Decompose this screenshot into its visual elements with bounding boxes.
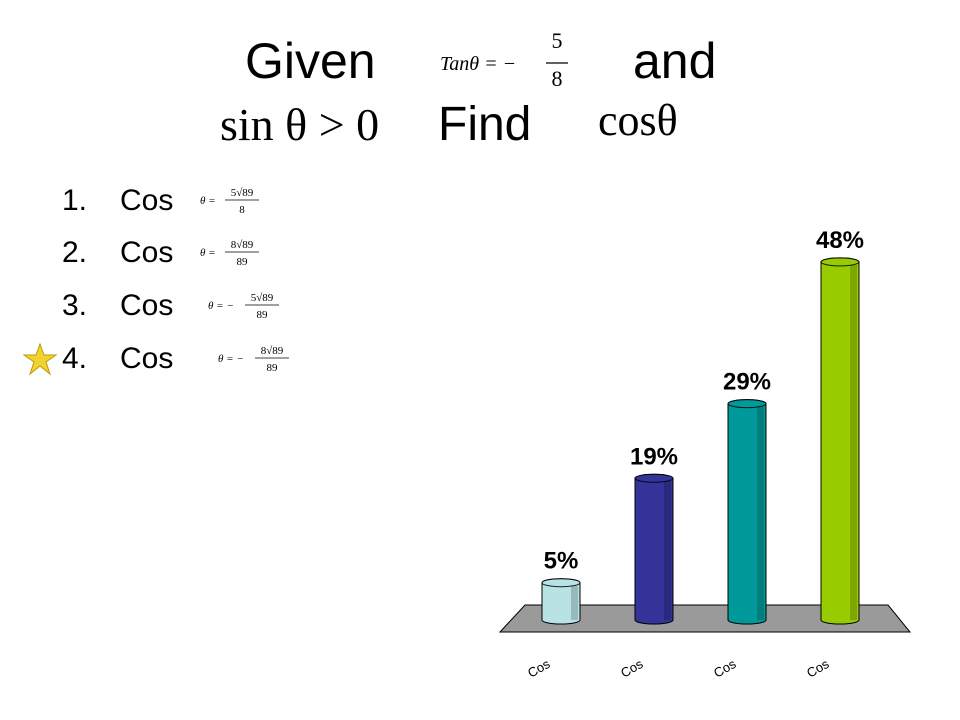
sin-condition: sin θ > 0 [220, 99, 379, 150]
item-number: 3. [62, 289, 87, 322]
bar-shade [571, 585, 578, 620]
bar-top [541, 578, 581, 588]
item-text: Cos [120, 184, 173, 217]
formula-lhs: θ = [200, 195, 216, 207]
formula-lhs: θ = − [208, 300, 234, 312]
value-label: 5% [544, 548, 579, 575]
tan-numerator: 5 [552, 28, 563, 53]
title-find: Find [438, 98, 531, 151]
formula-den: 89 [237, 256, 249, 268]
value-label: 29% [723, 369, 771, 396]
item-text: Cos [120, 236, 173, 269]
bar-top [634, 473, 674, 483]
formula-lhs: θ = [200, 247, 216, 259]
bar-shade [664, 481, 671, 620]
correct-star [22, 342, 58, 376]
bar-top [727, 399, 767, 409]
item-number: 1. [62, 184, 87, 217]
formula-num: 8√89 [231, 239, 254, 251]
item-number: 2. [62, 236, 87, 269]
bar-top [820, 257, 860, 267]
value-label: 19% [630, 443, 678, 470]
value-label: 48% [816, 227, 864, 254]
item-text: Cos [120, 289, 173, 322]
formula-den: 89 [267, 362, 279, 374]
title-given: Given [245, 33, 376, 89]
formula-den: 89 [257, 309, 269, 321]
formula-num: 5√89 [231, 187, 254, 199]
tan-denominator: 8 [552, 66, 563, 91]
item-number: 4. [62, 342, 87, 375]
formula-den: 8 [239, 204, 245, 216]
formula-lhs: θ = − [218, 353, 244, 365]
bar-shade [850, 264, 857, 620]
formula-num: 8√89 [261, 345, 284, 357]
cos-target: cosθ [598, 96, 678, 145]
item-text: Cos [120, 342, 173, 375]
answer-list: 1. Cos θ = 5√89 8 2. Cos θ = 8√89 89 3. Cos θ = − 5√8… [62, 184, 289, 375]
title-and: and [633, 33, 716, 89]
bar-shade [757, 406, 764, 620]
formula-num: 5√89 [251, 292, 274, 304]
chart-floor [498, 604, 912, 633]
tan-lhs: Tanθ = − [440, 53, 516, 75]
